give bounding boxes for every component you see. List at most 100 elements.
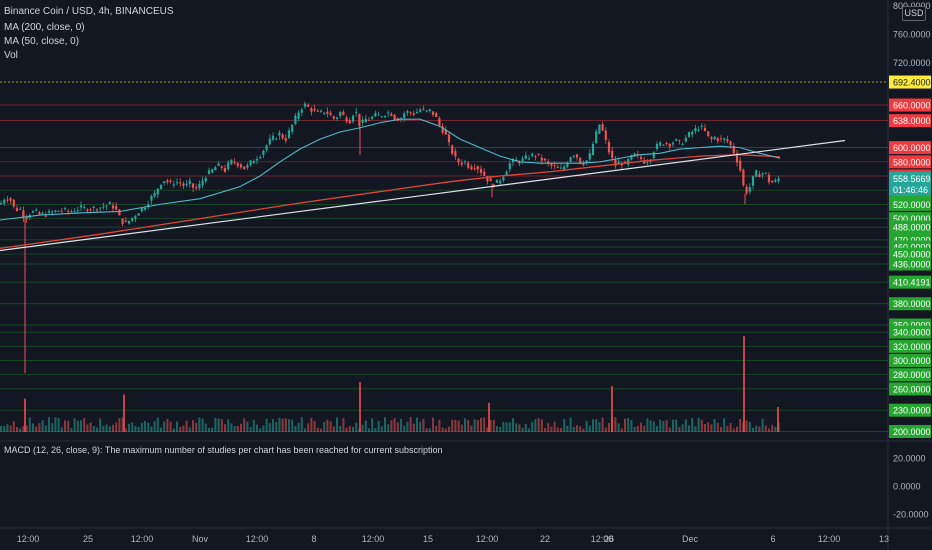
volume-bar	[771, 424, 774, 432]
currency-badge[interactable]: USD	[902, 6, 926, 21]
volume-bar	[41, 420, 44, 432]
trendline	[0, 139, 846, 252]
volume-bar	[188, 427, 191, 432]
candle-body	[358, 113, 361, 127]
candle-body	[655, 143, 659, 150]
volume-bar	[518, 424, 521, 432]
volume-bar	[608, 423, 610, 432]
candle-body	[643, 160, 646, 164]
volume-bar	[12, 421, 15, 432]
volume-bar	[473, 419, 476, 432]
volume-bar	[201, 418, 204, 432]
volume-bar	[3, 425, 6, 432]
macd-tick-label: 20.0000	[893, 454, 926, 464]
time-tick-label: 22	[540, 534, 550, 544]
volume-bar	[377, 420, 380, 432]
candle-body	[275, 138, 278, 140]
candle-body	[252, 161, 255, 164]
candle-body	[380, 116, 383, 118]
volume-bar	[211, 427, 214, 432]
support-label: 350.0000	[893, 321, 931, 331]
candle-body	[537, 153, 540, 155]
ma50-legend[interactable]: MA (50, close, 0)	[4, 36, 80, 47]
candle-body	[540, 157, 543, 161]
candle-body	[524, 155, 527, 159]
candle-body	[403, 113, 406, 118]
candle-body	[723, 138, 726, 140]
candle-body	[662, 144, 665, 146]
volume-bar	[128, 423, 130, 432]
candle-body	[547, 161, 550, 163]
macd-legend[interactable]: MACD (12, 26, close, 9): The maximum num…	[4, 445, 443, 455]
volume-bar	[112, 424, 114, 432]
volume-bar	[380, 426, 383, 432]
candle-body	[566, 162, 569, 168]
last-price-countdown: 01:46:46	[893, 185, 928, 195]
candle-body	[726, 139, 729, 142]
volume-bar	[460, 424, 463, 432]
time-tick-label: Dec	[682, 534, 699, 544]
candle-body	[499, 180, 502, 184]
candle-body	[636, 154, 639, 156]
volume-bar	[64, 420, 66, 432]
candle-body	[687, 132, 691, 137]
candle-body	[454, 151, 457, 157]
candle-body	[367, 119, 371, 121]
support-label: 340.0000	[893, 328, 931, 338]
candle-body	[387, 112, 390, 114]
volume-bar	[499, 426, 502, 432]
volume-bar	[576, 425, 578, 432]
volume-bar	[617, 423, 620, 432]
volume-bar	[185, 420, 188, 432]
candle-body	[211, 169, 214, 173]
candlesticks	[0, 101, 780, 374]
candle-body	[351, 115, 355, 122]
volume-legend[interactable]: Vol	[4, 50, 18, 61]
volume-bar	[249, 427, 252, 432]
candle-body	[342, 111, 345, 116]
volume-bar	[25, 425, 28, 432]
time-axis[interactable]: 12:00 25 12:00 Nov 12:00 8 12:00 15 12:00 22 12:00…	[17, 534, 889, 544]
volume-bar	[729, 423, 732, 432]
volume-bar	[598, 422, 601, 432]
volume-bar	[457, 420, 460, 432]
candle-body	[57, 210, 60, 212]
candle-body	[444, 129, 447, 135]
volume-bar	[732, 428, 735, 432]
candle-body	[348, 120, 351, 124]
volume-bar	[51, 423, 54, 432]
price-axis[interactable]: 800.0000760.0000720.0000692.4000660.0000…	[889, 1, 931, 438]
volume-bar	[691, 418, 694, 432]
last-price-bg	[889, 172, 931, 197]
candle-body	[774, 179, 777, 182]
candle-body	[35, 209, 38, 211]
volume-bar	[678, 427, 681, 432]
volume-bar	[556, 427, 559, 432]
symbol-title[interactable]: Binance Coin / USD, 4h, BINANCEUS	[4, 6, 174, 17]
volume-bar	[80, 420, 82, 432]
volume-bar	[441, 427, 444, 432]
volume-bar	[361, 424, 364, 432]
volume-bar	[761, 418, 764, 432]
volume-bar	[384, 417, 386, 432]
candle-body	[255, 158, 259, 161]
volume-bar	[323, 421, 326, 432]
volume-bar	[604, 427, 607, 432]
volume-bar	[192, 420, 194, 432]
candle-body	[422, 108, 425, 110]
ma200-legend[interactable]: MA (200, close, 0)	[4, 22, 85, 33]
volume-bar	[57, 417, 60, 432]
volume-bar	[307, 423, 310, 432]
support-label: 380.0000	[893, 299, 931, 309]
candle-body	[758, 174, 761, 178]
candle-body	[147, 204, 150, 208]
volume-bar	[195, 422, 198, 432]
resistance-label: 638.0000	[893, 116, 931, 126]
candle-body	[47, 210, 51, 213]
volume-bar	[697, 417, 700, 432]
time-tick-label: 13	[879, 534, 889, 544]
candle-body	[124, 220, 127, 222]
volume-bar	[480, 417, 482, 432]
